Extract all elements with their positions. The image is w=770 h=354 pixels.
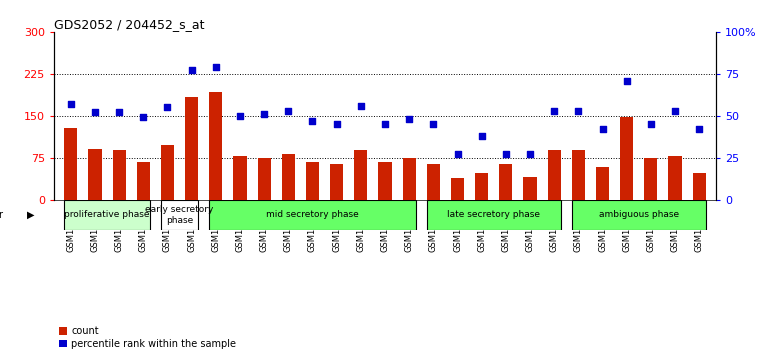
Bar xyxy=(475,173,488,200)
Point xyxy=(234,113,246,119)
Point xyxy=(548,108,561,114)
Point xyxy=(644,121,657,127)
Bar xyxy=(644,158,658,200)
Point xyxy=(693,126,705,132)
Point xyxy=(113,109,126,115)
Point xyxy=(621,78,633,83)
Point xyxy=(258,111,270,117)
Bar xyxy=(547,150,561,200)
Bar xyxy=(330,164,343,200)
Text: proliferative phase: proliferative phase xyxy=(65,210,150,219)
Bar xyxy=(451,178,464,200)
Point xyxy=(572,108,584,114)
Bar xyxy=(257,158,271,200)
Point xyxy=(282,108,294,114)
Bar xyxy=(524,177,537,200)
Bar xyxy=(161,200,199,230)
Text: mid secretory phase: mid secretory phase xyxy=(266,210,359,219)
Point xyxy=(306,118,319,124)
Bar xyxy=(427,164,440,200)
Bar xyxy=(668,156,681,200)
Bar xyxy=(306,162,319,200)
Bar xyxy=(112,150,126,200)
Bar xyxy=(354,150,367,200)
Bar xyxy=(403,158,416,200)
Bar xyxy=(571,200,706,230)
Point xyxy=(500,152,512,157)
Point xyxy=(669,108,681,114)
Point xyxy=(137,115,149,120)
Bar xyxy=(378,162,392,200)
Bar xyxy=(185,97,199,200)
Point xyxy=(355,103,367,108)
Bar xyxy=(571,150,585,200)
Point xyxy=(330,121,343,127)
Bar xyxy=(64,128,78,200)
Point xyxy=(65,101,77,107)
Bar xyxy=(137,161,150,200)
Bar xyxy=(233,156,246,200)
Point xyxy=(209,64,222,70)
Point xyxy=(596,126,608,132)
Text: other: other xyxy=(0,210,4,220)
Point xyxy=(162,104,174,110)
Text: late secretory phase: late secretory phase xyxy=(447,210,541,219)
Point xyxy=(476,133,488,139)
Legend: count, percentile rank within the sample: count, percentile rank within the sample xyxy=(59,326,236,349)
Bar xyxy=(427,200,561,230)
Bar xyxy=(209,92,223,200)
Text: ▶: ▶ xyxy=(27,210,35,220)
Bar xyxy=(64,200,150,230)
Bar xyxy=(161,145,174,200)
Bar xyxy=(620,117,634,200)
Bar xyxy=(282,154,295,200)
Text: GDS2052 / 204452_s_at: GDS2052 / 204452_s_at xyxy=(54,18,204,31)
Point xyxy=(89,109,101,115)
Bar xyxy=(596,167,609,200)
Point xyxy=(451,152,464,157)
Point xyxy=(427,121,440,127)
Bar xyxy=(499,164,513,200)
Point xyxy=(379,121,391,127)
Point xyxy=(186,68,198,73)
Bar xyxy=(89,149,102,200)
Text: early secretory
phase: early secretory phase xyxy=(146,205,214,224)
Text: ambiguous phase: ambiguous phase xyxy=(599,210,679,219)
Bar xyxy=(209,200,416,230)
Point xyxy=(403,116,415,122)
Bar xyxy=(692,173,706,200)
Point xyxy=(524,152,536,157)
